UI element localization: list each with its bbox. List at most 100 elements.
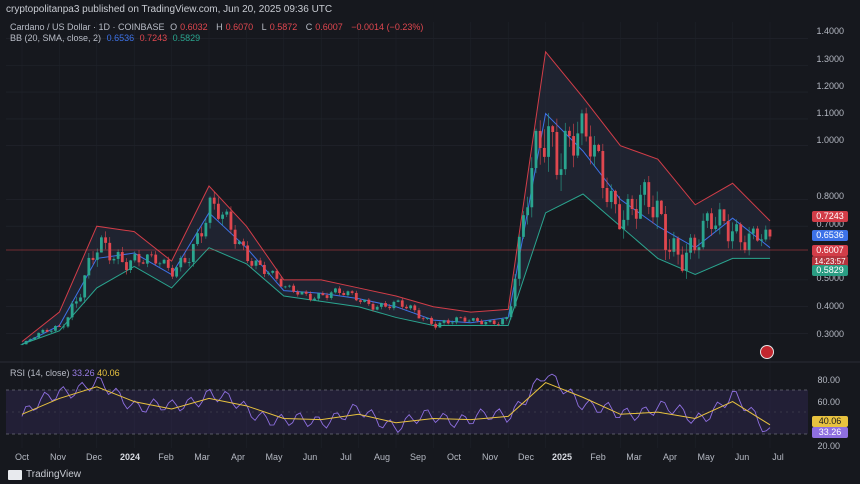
candle-body [225,211,229,215]
candle-body [430,317,433,324]
candle-body [626,198,630,220]
candle-body [555,132,559,175]
candle-body [643,182,647,195]
bb-legend[interactable]: BB (20, SMA, close, 2) 0.6536 0.7243 0.5… [10,33,203,43]
candle-body [74,301,78,304]
candle-body [350,291,354,293]
candle-body [547,126,550,157]
candle-body [108,242,112,261]
candle-body [622,219,626,230]
candle-body [409,305,413,309]
candle-body [200,233,204,237]
ohlc-close: C 0.6007 [305,22,343,32]
candle-body [304,291,308,294]
candle-body [751,228,755,234]
candle-body [154,254,158,264]
candle-body [254,260,258,266]
time-tick: May [265,452,283,462]
event-flag-icon[interactable] [760,345,774,359]
candle-body [451,322,454,324]
candle-body [718,209,722,226]
footer-brand[interactable]: TradingView [8,469,81,480]
candle-body [79,297,82,302]
candle-body [714,225,718,230]
bb-label[interactable]: BB (20, SMA, close, 2) [10,33,102,43]
candle-body [191,244,195,263]
candle-body [630,198,634,210]
candle-body [233,229,237,245]
candle-body [62,326,66,328]
symbol-name[interactable]: Cardano / US Dollar · 1D · COINBASE [10,22,165,32]
candle-body [54,326,57,331]
price-tick: 0.7000 [816,219,844,229]
candle-body [756,228,759,241]
candle-body [501,319,504,325]
price-tick: 1.3000 [816,54,844,64]
candle-body [509,306,513,318]
candle-body [24,340,28,345]
candle-body [542,147,546,157]
candle-body [488,320,492,322]
candle-body [438,322,442,328]
candle-body [300,291,304,295]
rsi-label[interactable]: RSI (14, close) [10,368,70,378]
candle-body [413,305,417,311]
candle-body [292,285,296,292]
candle-body [425,317,429,319]
candle-body [647,182,651,207]
rsi-value: 33.26 [72,368,95,378]
candle-body [325,295,329,298]
candle-body [275,270,279,279]
candle-body [522,215,525,237]
time-tick: Oct [446,452,462,462]
candle-body [572,136,575,156]
candle-body [634,209,638,219]
ohlc-high: H 0.6070 [216,22,254,32]
brand-name: TradingView [26,469,82,480]
candle-body [693,237,697,251]
candle-body [388,306,392,309]
candle-body [722,209,726,222]
candle-body [568,130,571,137]
candle-body [208,197,212,223]
candle-body [162,259,166,264]
candle-body [179,257,183,268]
candle-body [204,222,208,237]
candle-body [442,320,446,323]
candle-body [196,233,199,245]
candle-body [659,200,663,215]
candle-body [283,286,287,288]
candle-body [379,303,383,307]
price-tick: 1.1000 [816,108,844,118]
candle-body [363,299,367,302]
candle-body [87,257,91,276]
candle-body [242,241,245,246]
candle-body [496,324,500,325]
candle-body [689,237,693,253]
candle-body [133,254,137,261]
candle-body [70,303,74,318]
candle-body [58,326,62,327]
rsi-ma-value: 40.06 [97,368,120,378]
symbol-legend[interactable]: Cardano / US Dollar · 1D · COINBASE O 0.6… [10,22,426,32]
time-tick: Dec [517,452,535,462]
candle-body [346,291,350,296]
time-tick: Apr [230,452,246,462]
candle-body [237,241,241,245]
rsi-legend[interactable]: RSI (14, close) 33.26 40.06 [10,368,120,378]
time-tick: Sep [409,452,427,462]
candle-body [405,306,408,309]
candle-body [580,113,584,134]
candle-body [28,339,32,341]
price-tick: 0.5000 [816,273,844,283]
candle-body [664,214,667,250]
rsi-ma-line [21,381,771,426]
candle-body [158,263,162,265]
time-tick: Jun [302,452,318,462]
candle-body [104,237,107,243]
candle-body [371,303,375,310]
candle-body [262,264,266,274]
time-tick: Feb [590,452,606,462]
candle-body [175,267,179,277]
